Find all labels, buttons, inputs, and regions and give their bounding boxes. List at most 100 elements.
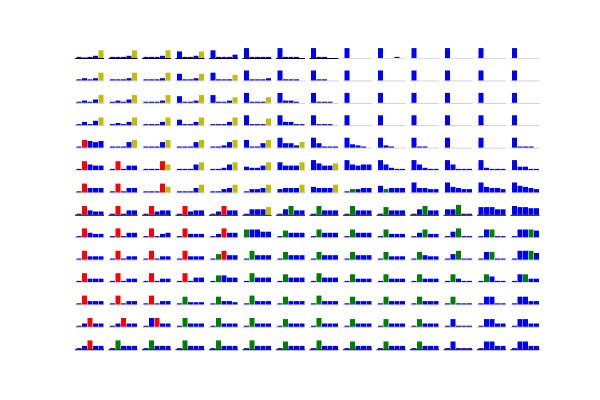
bar: [478, 115, 484, 126]
subplot-r10-c12: [443, 250, 473, 261]
bar: [182, 250, 188, 260]
bar: [400, 210, 405, 215]
bar: [143, 168, 149, 170]
bar: [165, 72, 171, 81]
bar: [115, 206, 121, 215]
bar: [260, 345, 266, 350]
bar: [121, 213, 126, 215]
subplot-r13-c6: [242, 318, 272, 328]
bar: [294, 277, 299, 282]
bar: [232, 277, 238, 282]
bar: [534, 278, 539, 282]
bar: [394, 301, 400, 305]
bar: [132, 50, 137, 58]
bar: [445, 160, 450, 170]
bar: [311, 303, 316, 305]
bar: [143, 56, 149, 58]
bar: [199, 302, 204, 305]
bar: [366, 255, 372, 260]
bar: [221, 345, 227, 350]
bar: [87, 79, 93, 81]
bar: [400, 301, 405, 305]
bar: [456, 303, 461, 305]
bar: [333, 146, 338, 148]
subplot-r6-c2: [108, 161, 138, 171]
subplot-r10-c2: [108, 250, 138, 261]
bar: [467, 168, 472, 170]
bar: [528, 188, 534, 193]
bar: [288, 255, 294, 260]
subplot-r13-c11: [410, 319, 439, 328]
subplot-r11-c5: [209, 275, 238, 283]
bar: [98, 323, 104, 327]
subplot-r12-c2: [108, 295, 138, 306]
bar: [149, 228, 154, 238]
subplot-r4-c2: [108, 117, 138, 126]
bar: [98, 256, 104, 260]
bar: [227, 210, 232, 215]
bar: [76, 325, 82, 327]
bar: [160, 78, 165, 81]
bar: [478, 70, 484, 81]
subplot-r6-c14: [510, 160, 540, 171]
bar: [344, 160, 350, 170]
bar: [422, 206, 428, 215]
bar: [249, 101, 255, 103]
bar: [244, 115, 249, 126]
subplot-r4-c7: [276, 115, 305, 126]
bar: [82, 323, 87, 327]
subplot-r8-c11: [410, 206, 439, 216]
bar: [82, 273, 87, 282]
bar: [467, 258, 472, 260]
bar: [484, 229, 489, 238]
bar: [478, 258, 484, 260]
bar: [193, 256, 199, 260]
bar: [456, 228, 461, 238]
bar: [433, 168, 439, 170]
subplot-r10-c4: [175, 250, 205, 261]
bar: [456, 325, 461, 327]
subplot-r6-c3: [142, 161, 171, 171]
bar: [249, 318, 255, 327]
bar: [288, 206, 294, 215]
bar: [82, 183, 87, 193]
bar: [165, 50, 171, 58]
bar: [98, 141, 104, 148]
bar: [517, 166, 523, 170]
subplot-r12-c4: [175, 296, 205, 306]
bar: [500, 258, 506, 260]
bar: [221, 145, 227, 148]
bar: [199, 139, 204, 148]
bar: [227, 232, 232, 238]
bar: [210, 280, 216, 282]
bar: [249, 124, 255, 126]
bar: [188, 256, 193, 260]
bar: [126, 256, 132, 260]
bar: [199, 73, 204, 81]
bar: [160, 301, 165, 305]
bar: [445, 209, 450, 215]
bar: [227, 188, 232, 193]
bar: [411, 303, 417, 305]
bar: [311, 137, 316, 148]
bar: [512, 258, 517, 260]
bar: [417, 251, 422, 260]
bar: [143, 325, 149, 327]
bar: [149, 318, 154, 327]
bar: [255, 229, 260, 238]
bar: [143, 280, 149, 282]
bar: [316, 318, 322, 327]
bar: [489, 296, 495, 305]
bar: [177, 280, 182, 282]
bar: [389, 256, 394, 260]
bar: [461, 168, 467, 170]
bar: [76, 348, 82, 350]
bar: [484, 341, 489, 350]
bar: [350, 251, 355, 260]
bar: [165, 210, 171, 215]
bar: [87, 301, 93, 305]
bar: [534, 168, 539, 170]
bar: [411, 325, 417, 327]
bar: [461, 213, 467, 215]
bar: [244, 280, 249, 282]
